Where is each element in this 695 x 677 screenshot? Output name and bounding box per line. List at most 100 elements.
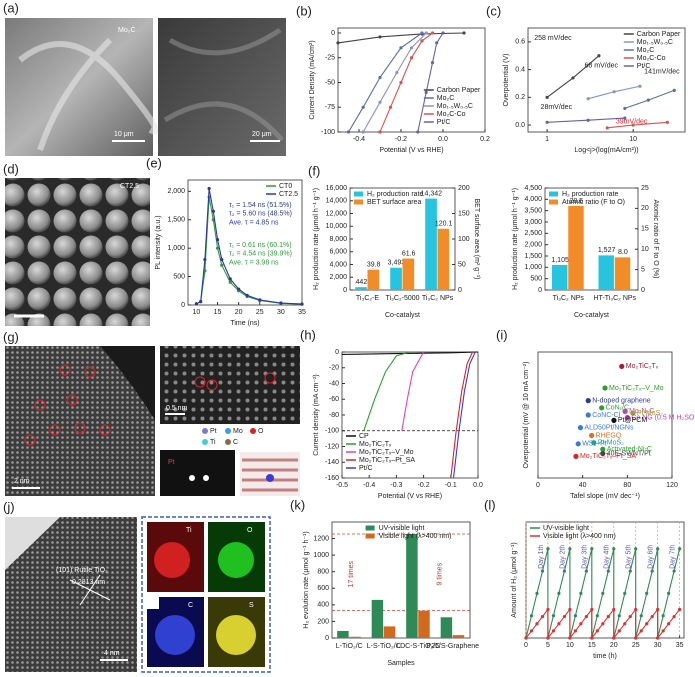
annotation: Day 6th [647,545,654,569]
point [573,614,577,618]
y-tick-label: 2,000 [524,242,542,249]
x-axis-label: time (h) [593,653,617,660]
panel-label: (g) [3,329,19,344]
bar [367,269,380,290]
legend-label: CP [359,433,369,440]
legend-swatch [549,191,558,197]
point [424,31,428,35]
legend-label: Mo₁.₅W₀.₅C [437,103,473,110]
point [575,441,581,447]
point [650,614,654,619]
y-tick-label: 12,000 [326,210,348,217]
point [546,636,550,640]
legend-label: Pt/C [637,63,651,70]
annotation: Day 3th [582,545,589,569]
point [388,105,393,109]
y-tick-label: 0 [343,287,347,294]
point [584,569,588,573]
x-tick-label: 30 [277,309,285,316]
lattice-marker [79,574,101,606]
point [568,547,572,551]
bar [440,617,453,638]
point-label: RHEGQ [596,432,622,439]
point [600,446,606,452]
point [220,257,224,262]
series-line [401,351,425,431]
legend-label: Mo₂C-Co [437,111,466,118]
point [590,547,594,551]
legend-label: Mo [233,428,243,435]
y-tick-label: 0 [538,287,542,294]
point [645,591,649,595]
point [215,246,220,250]
point [672,569,676,573]
point [378,35,382,39]
point [628,614,632,619]
x-tick-label: P25/S-Graphene [426,643,479,650]
x-tick-label: -0.5 [336,482,348,489]
legend-swatch [549,199,558,205]
data-label: 1,105 [551,257,569,264]
point [573,453,579,459]
y-tick-label: 800 [317,569,329,576]
point [590,607,594,612]
point [535,622,539,626]
series-line [452,351,476,479]
legend-label: Mo₂C-Co [637,55,666,62]
y-tick-label: 600 [317,585,329,592]
x-tick-label: 35 [676,642,684,649]
point [624,414,630,421]
y-tick-label: 6,000 [329,249,347,256]
series-line [450,351,474,479]
y-tick-label: -80 [329,412,339,419]
point [361,130,365,134]
point [211,209,215,213]
plot-frame [544,187,639,291]
legend-label: BET surface area [367,199,421,206]
point [540,569,545,573]
y-tick-label: 200 [317,618,329,625]
x-axis-label: Log<j>(log(mA/cm²)) [574,147,638,154]
y-tick-label: 400 [317,602,329,609]
point [579,591,583,595]
y-tick-label: -25 [325,55,335,62]
y-tick-label: 0 [335,349,339,356]
x-tick-label: 0.2 [480,136,490,143]
point [623,116,627,120]
point [665,120,670,124]
x-tick-label: L-TiO₂/C [336,643,363,650]
point [540,614,545,619]
legend-swatch [365,525,375,531]
x-tick-label: 80 [623,482,631,489]
point [441,31,445,35]
legend-label: Atomic ratio (F to O) [562,199,625,206]
point [622,408,628,414]
panel-j: (j) (101) Rutile TiO₂ 0.2813 nm 4 nm Ti … [3,499,271,673]
point [573,629,577,633]
y-tick-label: 0.4 [515,66,525,73]
point [656,636,660,640]
point [606,569,610,573]
point [535,591,539,595]
panel-d: (d) CT2.5 [3,161,150,326]
bar [418,610,430,638]
y-tick-label: -50 [325,79,335,86]
x-tick-label: 25 [632,642,640,649]
x-tick-label: 15 [588,642,596,649]
chart: (f) 0 2,000 4,000 6,000 8,000 10,000 12,000 14,0… [308,163,480,318]
annotation: Day 1th [538,545,545,569]
x-tick-label: 10 [566,642,574,649]
point [611,417,617,423]
x-tick-label: LDC-S-TiO₂/C [396,643,440,650]
x-tick-label: -0.3 [390,482,402,489]
plot-frame [187,179,303,306]
panel-a: (a) Mo₂C 10 μm 20 μm [3,0,286,156]
point [590,636,594,640]
point [551,614,556,618]
x-tick-label: Ti₃C₂-E [356,295,380,302]
point [639,614,643,618]
x-tick-label: 5 [546,642,550,649]
point-label: Co NG (0.5 M H₂SO₄) [631,414,695,421]
panel-label: (h) [300,327,316,342]
point [546,607,550,612]
